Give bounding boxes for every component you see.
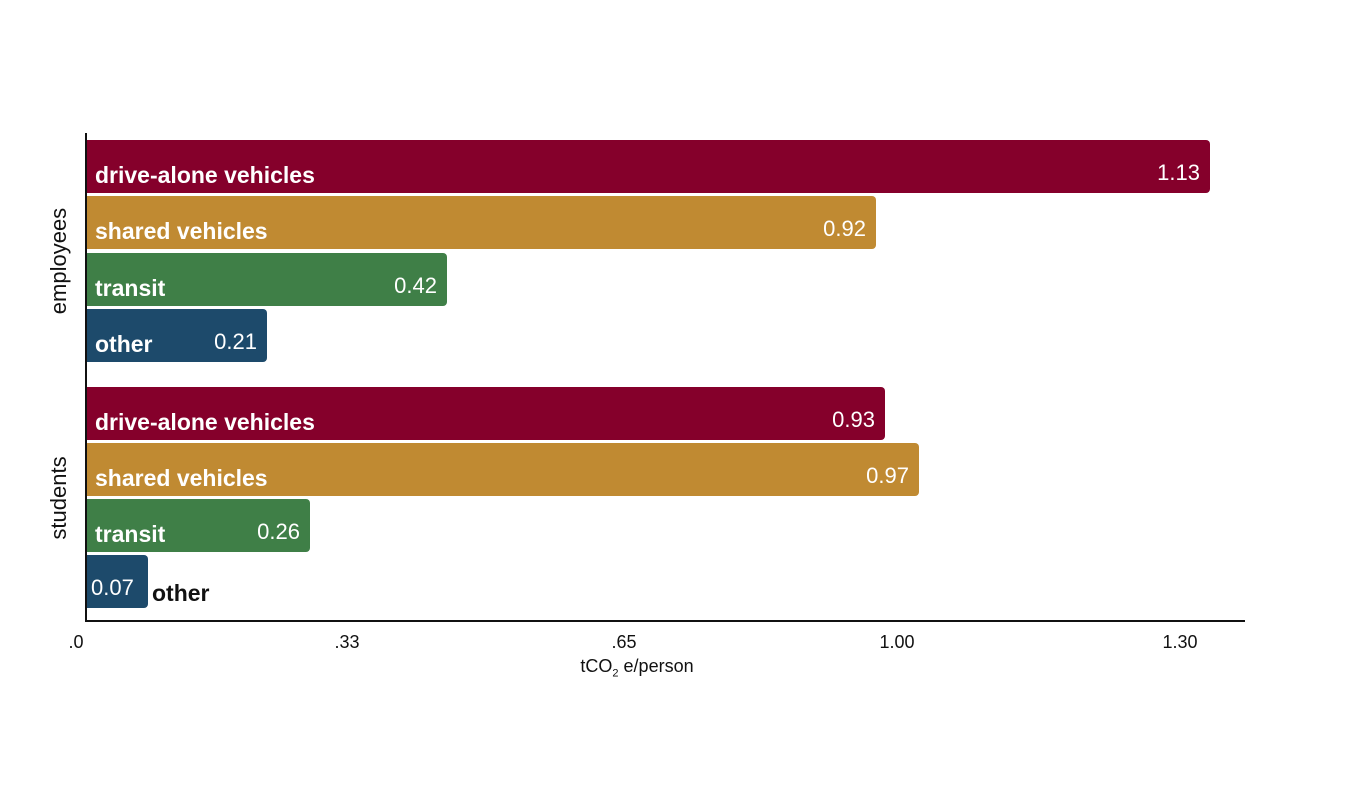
x-tick: 1.30 — [1162, 632, 1198, 652]
x-axis-title: tCO2 e/person — [580, 656, 694, 680]
x-tick: 1.00 — [879, 632, 915, 652]
x-tick: .65 — [611, 632, 637, 652]
bar-employees-other: other 0.21 — [87, 309, 267, 362]
bar-value: 0.21 — [214, 329, 257, 354]
bar-label: shared vehicles — [95, 465, 268, 491]
bar-value: 1.13 — [1157, 160, 1200, 185]
bar-value: 0.93 — [832, 407, 875, 432]
bar-label: transit — [95, 275, 166, 301]
bar-students-drive-alone: drive-alone vehicles 0.93 — [87, 387, 885, 440]
bar-value: 0.92 — [823, 216, 866, 241]
bar-label-outside: other — [152, 580, 210, 606]
bar-label: drive-alone vehicles — [95, 162, 315, 188]
bar-label: drive-alone vehicles — [95, 409, 315, 435]
bar-employees-drive-alone: drive-alone vehicles 1.13 — [87, 140, 1210, 193]
bar-value: 0.07 — [91, 575, 134, 600]
y-axis — [85, 133, 87, 622]
x-tick: .0 — [68, 632, 84, 652]
bar-employees-transit: transit 0.42 — [87, 253, 447, 306]
bar-students-transit: transit 0.26 — [87, 499, 310, 552]
bar-value: 0.97 — [866, 463, 909, 488]
bar-label: transit — [95, 521, 166, 547]
bar-value: 0.42 — [394, 273, 437, 298]
x-tick: .33 — [334, 632, 360, 652]
x-axis — [85, 620, 1245, 622]
bar-students-other: 0.07 — [87, 555, 148, 608]
bar-value: 0.26 — [257, 519, 300, 544]
group-label-students: students — [46, 456, 71, 540]
bar-label: other — [95, 331, 153, 357]
bar-students-shared: shared vehicles 0.97 — [87, 443, 919, 496]
group-label-employees: employees — [46, 207, 71, 315]
bar-employees-shared: shared vehicles 0.92 — [87, 196, 876, 249]
bar-label: shared vehicles — [95, 218, 268, 244]
